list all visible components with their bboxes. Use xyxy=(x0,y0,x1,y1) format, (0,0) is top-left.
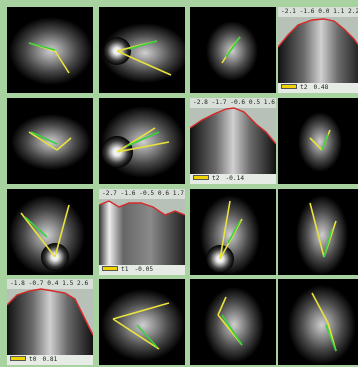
profile-plot-3[interactable]: -2.7 -1.6 -0.5 0.6 1.7 t1 -0.05 xyxy=(99,189,185,275)
channel-label: t2 xyxy=(212,175,220,182)
channel-value: 0.48 xyxy=(313,84,329,91)
viz-cell-r2c2[interactable] xyxy=(99,98,185,184)
viz-cell-r4c4[interactable] xyxy=(278,279,358,365)
plot-axis-ticks: -2.7 -1.6 -0.5 0.6 1.7 xyxy=(99,189,185,199)
viz-cell-r1c1[interactable] xyxy=(7,7,93,93)
channel-label: t2 xyxy=(300,84,308,91)
viz-cell-r4c2[interactable] xyxy=(99,279,185,365)
blob-image xyxy=(9,17,93,85)
blob-image xyxy=(204,287,264,363)
channel-label: t1 xyxy=(121,266,129,273)
channel-value: -0.05 xyxy=(134,266,154,273)
channel-slider[interactable] xyxy=(10,355,26,361)
plot-axis-ticks: -1.8 -0.7 0.4 1.5 2.6 xyxy=(7,279,93,289)
plot-footer: t2 -0.14 xyxy=(190,174,276,184)
channel-slider[interactable] xyxy=(193,174,209,180)
blob-image xyxy=(206,21,258,81)
channel-slider[interactable] xyxy=(102,265,118,271)
viz-cell-r3c1[interactable] xyxy=(7,189,93,275)
viz-cell-r1c3[interactable] xyxy=(190,7,276,93)
blob-image xyxy=(288,285,356,365)
plot-footer: t1 -0.05 xyxy=(99,265,185,275)
plot-axis-ticks: -2.1 -1.6 0.0 1.1 2.2 xyxy=(278,7,358,17)
channel-slider[interactable] xyxy=(281,83,297,89)
viz-cell-r1c2[interactable] xyxy=(99,7,185,93)
plot-footer: t2 0.48 xyxy=(278,83,358,93)
viz-cell-r2c4[interactable] xyxy=(278,98,358,184)
profile-plot-1[interactable]: -2.1 -1.6 0.0 1.1 2.2 t2 0.48 xyxy=(278,7,358,93)
viz-cell-r4c3[interactable] xyxy=(190,279,276,365)
blob-image xyxy=(298,112,342,172)
blob-image xyxy=(101,289,185,361)
blob-image xyxy=(101,23,185,83)
channel-value: 0.81 xyxy=(42,356,58,363)
viz-cell-r3c3[interactable] xyxy=(190,189,276,275)
profile-plot-2[interactable]: -2.8 -1.7 -0.6 0.5 1.6 t2 -0.14 xyxy=(190,98,276,184)
profile-graph xyxy=(99,200,185,265)
blob-image xyxy=(101,106,185,178)
blob-image xyxy=(296,195,348,275)
profile-graph xyxy=(278,18,358,83)
channel-value: -0.14 xyxy=(225,175,245,182)
blob-image xyxy=(200,195,260,275)
plot-axis-ticks: -2.8 -1.7 -0.6 0.5 1.6 xyxy=(190,98,276,108)
viz-cell-r2c1[interactable] xyxy=(7,98,93,184)
channel-label: t0 xyxy=(29,356,37,363)
profile-plot-4[interactable]: -1.8 -0.7 0.4 1.5 2.6 t0 0.81 xyxy=(7,279,93,365)
blob-image xyxy=(11,114,91,170)
blob-image xyxy=(9,195,85,275)
profile-graph xyxy=(7,288,93,355)
plot-footer: t0 0.81 xyxy=(7,355,93,365)
viz-cell-r3c4[interactable] xyxy=(278,189,358,275)
profile-graph xyxy=(190,107,276,174)
